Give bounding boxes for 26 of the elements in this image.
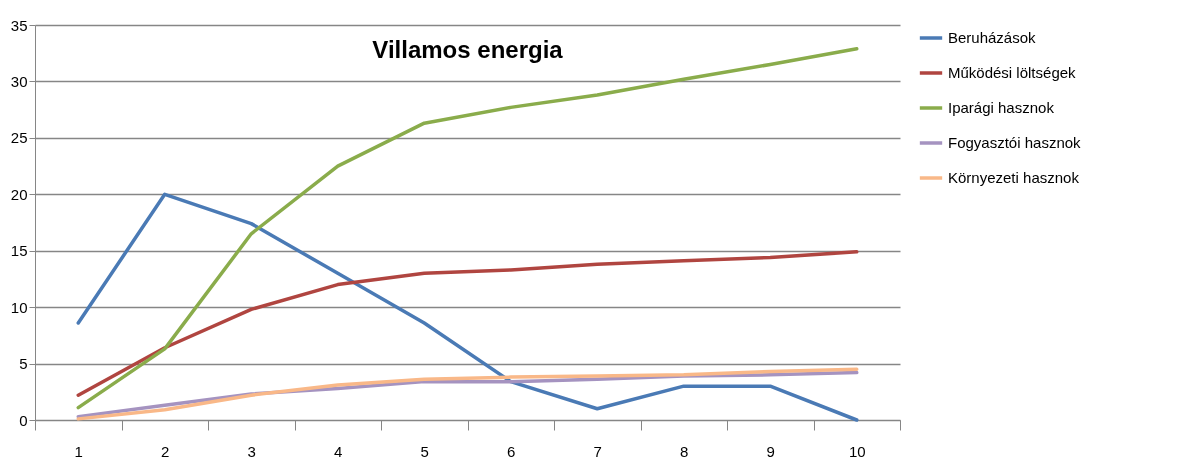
legend-label: Környezeti hasznok (948, 169, 1080, 186)
line-series (76, 192, 859, 422)
x-tick-label: 1 (74, 442, 83, 460)
x-tick-label: 4 (334, 442, 343, 460)
y-tick-label: 10 (10, 298, 28, 316)
y-tick-label: 20 (10, 185, 28, 203)
x-tick-label: 7 (593, 442, 602, 460)
y-tick-label: 30 (10, 72, 28, 90)
x-tick-label: 5 (420, 442, 429, 460)
x-tick-label: 3 (247, 442, 256, 460)
x-tick-label: 9 (766, 442, 775, 460)
y-tick-label: 25 (10, 129, 28, 147)
x-tick-label: 8 (680, 442, 689, 460)
y-tick-label: 15 (10, 242, 28, 260)
y-tick-label: 0 (19, 411, 28, 429)
line-series (76, 250, 859, 397)
legend-label: Működési löltségek (948, 64, 1077, 81)
text: Villamos energia (372, 36, 564, 63)
legend-label: Iparági hasznok (948, 99, 1055, 116)
y-tick-label: 35 (10, 16, 28, 34)
x-tick-label: 6 (507, 442, 516, 460)
legend-label: Beruházások (948, 29, 1037, 46)
legend-label: Fogyasztói hasznok (948, 134, 1082, 151)
x-tick-label: 10 (848, 442, 866, 460)
y-tick-label: 5 (19, 355, 28, 373)
x-tick-label: 2 (161, 442, 170, 460)
